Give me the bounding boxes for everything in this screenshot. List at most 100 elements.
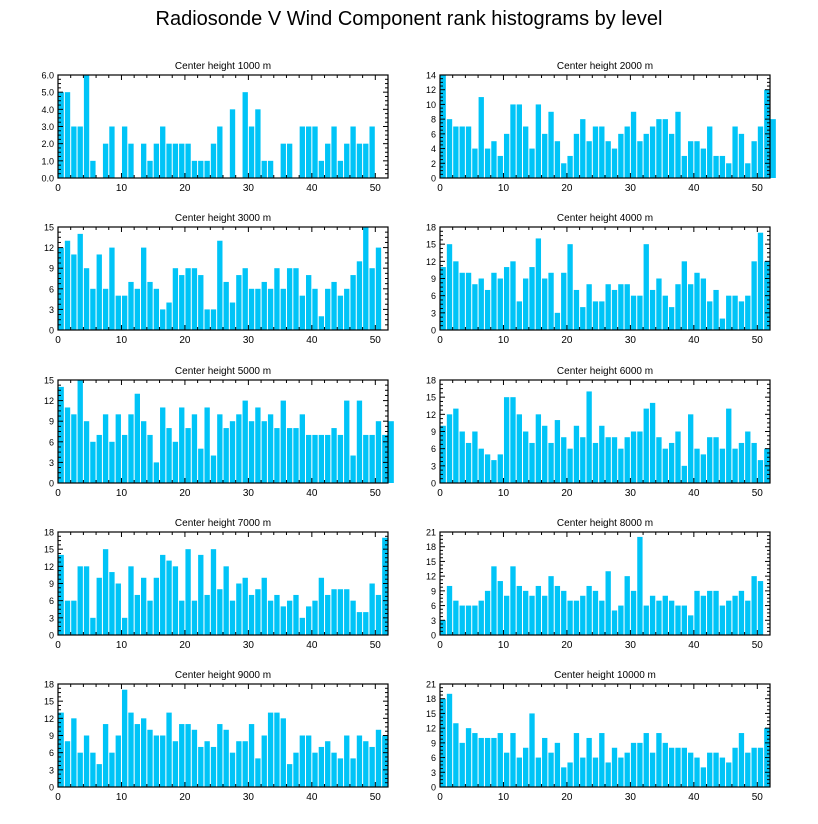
bar-bin-11 <box>503 133 510 178</box>
bar-bin-14 <box>141 718 147 787</box>
x-tick-label: 0 <box>55 335 61 346</box>
bar-bin-37 <box>286 268 293 330</box>
bar-bin-7 <box>96 434 102 483</box>
bar-bin-4 <box>77 566 83 635</box>
bar-bin-27 <box>223 428 229 483</box>
bar-bin-35 <box>656 600 662 635</box>
bar-bin-11 <box>121 295 128 330</box>
bar-bin-17 <box>542 278 548 330</box>
bar-bin-21 <box>185 549 191 635</box>
bar-bin-18 <box>166 560 172 635</box>
bar-bin-34 <box>267 160 274 178</box>
bar-bin-50 <box>369 434 375 483</box>
bar-bin-11 <box>121 617 128 635</box>
bar-bin-47 <box>350 126 356 178</box>
bar-bin-28 <box>229 421 236 483</box>
bar-bin-48 <box>738 733 745 787</box>
bar-bin-28 <box>611 148 618 178</box>
bar-bin-5 <box>83 421 90 483</box>
x-tick-label: 40 <box>688 335 700 346</box>
bar-bin-19 <box>554 420 561 483</box>
y-tick-label: 12 <box>426 572 436 582</box>
x-tick-label: 10 <box>498 183 510 194</box>
x-tick-label: 40 <box>688 183 700 194</box>
bar-bin-12 <box>510 261 516 330</box>
bar-bin-39 <box>299 414 305 483</box>
bar-bin-30 <box>242 400 248 483</box>
x-tick-label: 30 <box>625 335 637 346</box>
bar-bin-21 <box>567 762 573 787</box>
bar-bin-50 <box>751 141 757 178</box>
bar-bin-32 <box>255 758 261 787</box>
bar-bin-31 <box>248 288 255 330</box>
bar-bin-23 <box>580 119 586 178</box>
bar-bin-14 <box>141 143 147 178</box>
bar-bin-20 <box>179 275 185 330</box>
bar-bin-19 <box>554 141 561 178</box>
bar-bin-50 <box>369 746 375 787</box>
bar-bin-44 <box>331 752 337 787</box>
bar-bin-51 <box>375 594 382 635</box>
bar-bin-3 <box>453 126 459 178</box>
bar-bin-36 <box>662 448 668 483</box>
y-tick-label: 12 <box>44 562 54 572</box>
chart-panel-3: Center height 3000 m 0 10 20 30 40 50 0 3 6 9 12 15 <box>44 213 389 346</box>
bar-bin-47 <box>732 595 738 635</box>
bar-bin-16 <box>535 238 542 330</box>
bar-bin-27 <box>605 284 611 330</box>
x-tick-label: 10 <box>116 335 128 346</box>
bar-bin-21 <box>185 143 191 178</box>
y-tick-label: 18 <box>426 223 436 233</box>
bar-bin-10 <box>497 454 503 483</box>
bar-bin-6 <box>90 617 96 635</box>
y-tick-label: 6 <box>49 437 54 447</box>
bar-bin-18 <box>166 428 172 483</box>
bar-bin-27 <box>605 141 611 178</box>
bar-bin-22 <box>191 600 198 635</box>
x-tick-label: 0 <box>55 183 61 194</box>
bar-bin-44 <box>331 281 337 330</box>
y-tick-label: 1.0 <box>41 156 54 166</box>
bar-bin-36 <box>280 606 286 635</box>
bar-bin-20 <box>561 767 567 787</box>
bar-bin-41 <box>694 448 700 483</box>
y-tick-label: 14 <box>426 71 436 81</box>
x-tick-label: 50 <box>752 183 764 194</box>
bar-bin-21 <box>567 448 573 483</box>
bar-bin-15 <box>147 600 153 635</box>
x-tick-label: 20 <box>179 335 191 346</box>
bar-bin-35 <box>274 594 280 635</box>
bar-bin-9 <box>109 126 115 178</box>
bar-bin-31 <box>248 594 255 635</box>
bar-bin-25 <box>210 143 217 178</box>
bar-bin-8 <box>102 724 109 787</box>
x-tick-label: 40 <box>306 183 318 194</box>
bar-bin-26 <box>217 240 223 330</box>
bar-bin-39 <box>299 295 305 330</box>
bar-bin-41 <box>694 272 700 330</box>
y-tick-label: 6 <box>431 601 436 611</box>
y-tick-label: 21 <box>426 528 436 538</box>
bar-bin-13 <box>516 757 522 787</box>
y-tick-label: 18 <box>44 528 54 538</box>
bar-bin-31 <box>630 742 637 787</box>
x-tick-label: 30 <box>625 183 637 194</box>
bar-bin-48 <box>738 301 745 330</box>
x-tick-label: 10 <box>116 792 128 803</box>
bar-bin-24 <box>586 284 592 330</box>
bar-bin-30 <box>624 576 630 635</box>
bar-bin-50 <box>369 268 375 330</box>
bar-bin-49 <box>745 295 751 330</box>
bar-bin-29 <box>618 284 624 330</box>
bar-bin-13 <box>516 301 522 330</box>
y-tick-label: 9 <box>431 274 436 284</box>
bar-bin-30 <box>624 126 630 178</box>
y-tick-label: 3 <box>431 768 436 778</box>
bar-bin-30 <box>242 741 248 787</box>
bar-bin-48 <box>738 442 745 483</box>
bar-bin-26 <box>217 414 223 483</box>
x-tick-label: 10 <box>116 640 128 651</box>
bar-bin-31 <box>630 590 637 635</box>
x-tick-label: 30 <box>625 488 637 499</box>
bar-bin-3 <box>71 254 77 330</box>
